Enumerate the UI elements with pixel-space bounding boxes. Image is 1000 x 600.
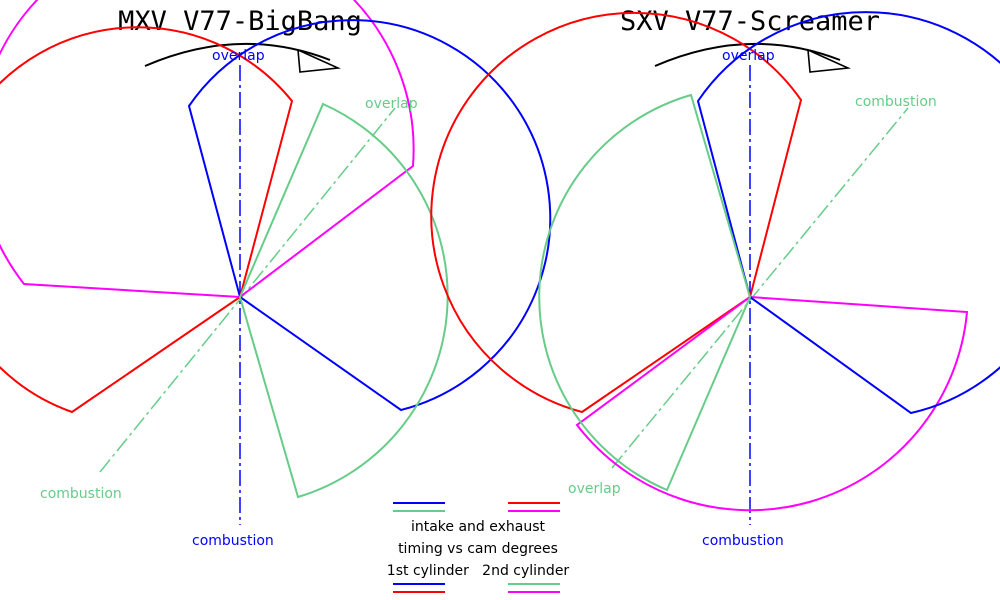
exhaust-sector-2nd-right: [575, 295, 969, 512]
legend-line3: 1st cylinder 2nd cylinder: [387, 563, 570, 579]
legend-line2: timing vs cam degrees: [398, 541, 558, 557]
intake-sector-2nd-left: [238, 102, 449, 499]
intake-sector-1st-right: [696, 11, 1000, 415]
label-overlap-1st-right: overlap: [722, 48, 775, 64]
exhaust-sector-1st-right: [430, 11, 803, 414]
label-combustion-1st-right: combustion: [702, 533, 784, 549]
label-overlap-2nd-left: overlap: [365, 96, 418, 112]
label-overlap-2nd-right: overlap: [568, 481, 621, 497]
rotation-arrowhead-left: [297, 48, 342, 73]
intake-sector-1st-left: [187, 19, 552, 412]
legend: intake and exhaust timing vs cam degrees…: [387, 502, 570, 593]
label-combustion-2nd-left: combustion: [40, 486, 122, 502]
exhaust-sector-1st-left: [0, 26, 294, 414]
exhaust-sector-2nd-left: [0, 0, 415, 299]
rotation-arrow-left: [144, 42, 331, 67]
rotation-arrowhead-right: [807, 48, 852, 73]
center-line-2nd-right: [611, 107, 909, 469]
label-overlap-1st-left: overlap: [212, 48, 265, 64]
rotation-arrow-right: [654, 42, 841, 67]
diagram-title-right: SXV V77-Screamer: [620, 6, 880, 37]
center-line-2nd-left: [99, 107, 396, 473]
legend-line1: intake and exhaust: [411, 519, 546, 535]
intake-sector-2nd-right: [538, 93, 752, 492]
label-combustion-1st-left: combustion: [192, 533, 274, 549]
diagram-right: SXV V77-Screamer overlap combustion over…: [430, 6, 1000, 549]
diagram-left: MXV V77-BigBang overlap overlap combusti…: [0, 0, 552, 549]
label-combustion-2nd-right: combustion: [855, 94, 937, 110]
